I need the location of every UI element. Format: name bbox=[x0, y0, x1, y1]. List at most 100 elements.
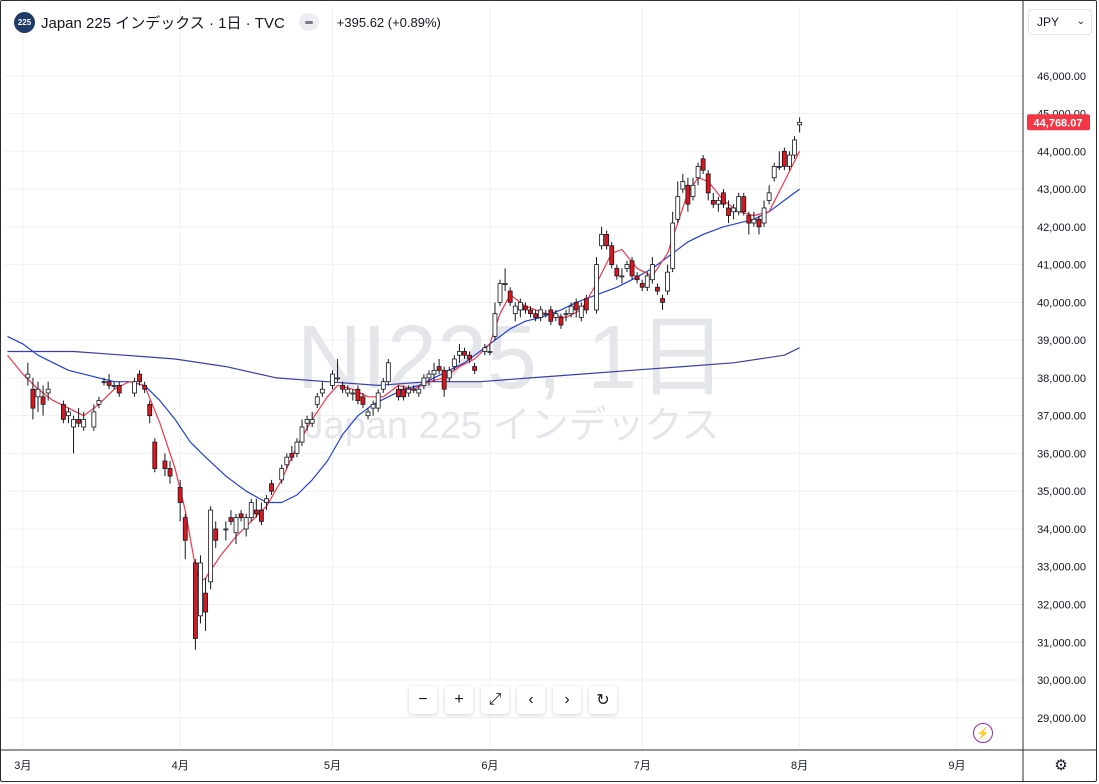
candle bbox=[492, 302, 498, 341]
candle-body bbox=[715, 199, 721, 205]
candle bbox=[655, 283, 660, 295]
candle-body bbox=[614, 267, 620, 277]
candle bbox=[512, 302, 518, 322]
candle-body bbox=[411, 388, 417, 391]
x-tick-label: 9月 bbox=[948, 760, 965, 772]
candle bbox=[213, 521, 219, 548]
lightning-icon[interactable]: ⚡ bbox=[973, 723, 993, 743]
candle-body bbox=[487, 351, 493, 353]
candle bbox=[634, 272, 640, 284]
gear-icon[interactable]: ⚙ bbox=[1054, 757, 1068, 774]
candle-body bbox=[756, 218, 762, 228]
candle-body bbox=[700, 158, 706, 171]
candle-body bbox=[66, 411, 71, 417]
candle-body bbox=[192, 562, 198, 639]
candle bbox=[111, 381, 117, 390]
candle-body bbox=[776, 166, 782, 168]
candle bbox=[248, 498, 254, 522]
zoom-in-button[interactable]: + bbox=[445, 686, 473, 714]
x-tick-label: 3月 bbox=[14, 760, 31, 772]
candle bbox=[700, 155, 706, 174]
candle-body bbox=[517, 301, 523, 311]
candle bbox=[40, 385, 46, 416]
candle bbox=[421, 374, 427, 390]
candle bbox=[604, 230, 610, 250]
candle bbox=[330, 370, 335, 390]
candle bbox=[766, 185, 772, 205]
candle-body bbox=[40, 396, 46, 405]
candle bbox=[619, 268, 625, 284]
collapse-icon[interactable] bbox=[298, 13, 319, 31]
candle bbox=[243, 513, 249, 537]
candle-body bbox=[721, 192, 726, 205]
candle-body bbox=[655, 286, 660, 292]
candle bbox=[467, 351, 472, 363]
candle-body bbox=[350, 392, 356, 395]
candle bbox=[583, 294, 589, 314]
y-tick-label: 34,000.00 bbox=[1037, 524, 1086, 536]
candle-body bbox=[223, 528, 229, 531]
candle bbox=[319, 381, 325, 397]
candle bbox=[91, 404, 97, 431]
candle-body bbox=[248, 502, 254, 519]
symbol-logo[interactable]: 225 bbox=[14, 11, 35, 33]
candle-body bbox=[710, 199, 716, 205]
scroll-left-button[interactable]: ‹ bbox=[517, 686, 545, 714]
candle-body bbox=[660, 298, 665, 303]
candle-body bbox=[25, 373, 31, 379]
candle-body bbox=[705, 173, 711, 194]
candle bbox=[563, 309, 569, 322]
candle bbox=[599, 226, 604, 250]
candle-body bbox=[771, 166, 777, 179]
candle bbox=[731, 204, 736, 220]
x-tick-label: 6月 bbox=[481, 760, 498, 772]
candle bbox=[81, 411, 87, 431]
candle-body bbox=[60, 403, 66, 420]
scroll-right-button[interactable]: › bbox=[553, 686, 581, 714]
candle bbox=[350, 389, 356, 401]
candle-body bbox=[213, 528, 219, 541]
candle bbox=[147, 400, 153, 424]
candle bbox=[182, 513, 188, 560]
candle-body bbox=[619, 275, 625, 278]
candle bbox=[472, 362, 478, 375]
candle-body bbox=[553, 313, 559, 318]
candle bbox=[289, 445, 295, 461]
candle-body bbox=[746, 215, 752, 224]
candle bbox=[462, 347, 467, 360]
candle bbox=[396, 385, 401, 401]
candle bbox=[792, 136, 797, 159]
candle bbox=[360, 393, 366, 409]
y-tick-label: 31,000.00 bbox=[1037, 637, 1086, 649]
watermark-description: Japan 225 インデックス bbox=[305, 405, 720, 447]
candle bbox=[741, 192, 747, 216]
candle bbox=[106, 374, 112, 390]
refresh-button[interactable]: ↻ bbox=[589, 686, 617, 714]
candle-body bbox=[35, 388, 41, 398]
candle-body bbox=[695, 166, 701, 179]
candle bbox=[426, 370, 432, 386]
candle-body bbox=[289, 453, 295, 458]
candle-body bbox=[528, 309, 533, 315]
symbol-title[interactable]: Japan 225 インデックス · 1日 · TVC bbox=[41, 14, 285, 32]
x-tick-label: 8月 bbox=[791, 760, 808, 772]
y-tick-label: 35,000.00 bbox=[1037, 486, 1086, 498]
candle bbox=[25, 362, 31, 386]
y-tick-label: 30,000.00 bbox=[1037, 675, 1086, 687]
candle bbox=[66, 408, 71, 424]
candle-body bbox=[781, 150, 787, 167]
zoom-out-button[interactable]: − bbox=[409, 686, 437, 714]
candle bbox=[680, 173, 686, 193]
candle-body bbox=[101, 381, 107, 384]
candle-body bbox=[578, 305, 584, 318]
candle-body bbox=[111, 385, 117, 387]
candle bbox=[710, 192, 716, 208]
candle bbox=[355, 385, 361, 405]
reset-view-button[interactable]: ⤢ bbox=[481, 686, 509, 714]
candle bbox=[660, 294, 665, 310]
candle bbox=[573, 298, 579, 318]
candle bbox=[284, 453, 290, 469]
currency-select[interactable]: JPY ⌄ bbox=[1028, 9, 1092, 35]
